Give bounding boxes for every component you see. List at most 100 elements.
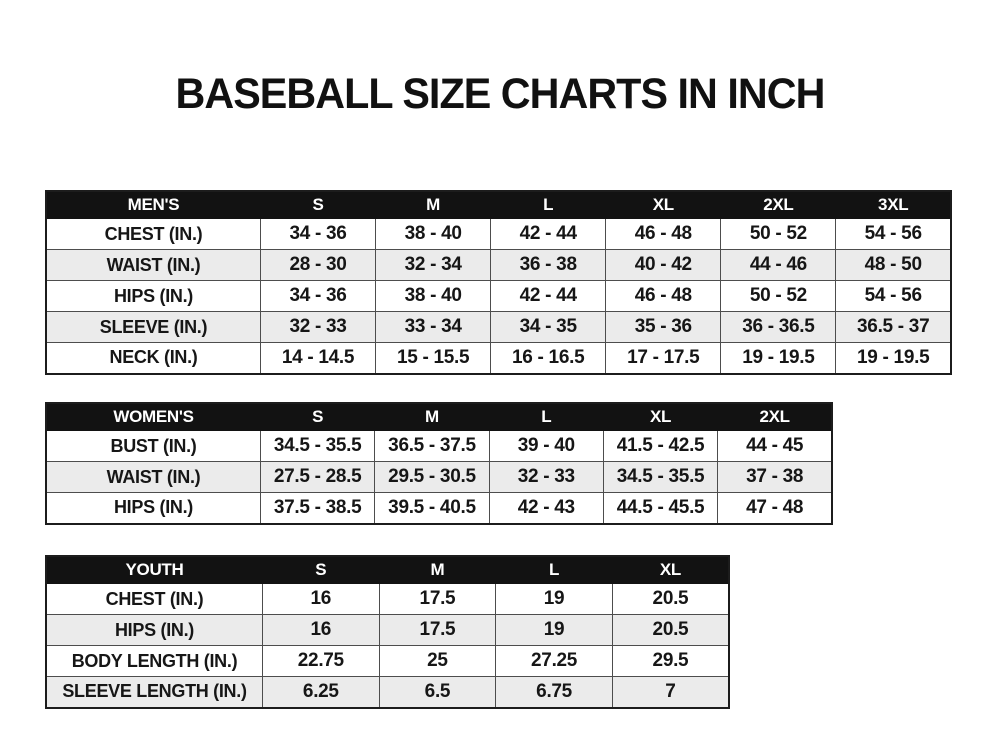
size-value: 42 - 44	[490, 218, 607, 250]
size-value: 48 - 50	[835, 249, 952, 281]
womens-column-header: M	[374, 402, 490, 431]
size-value: 46 - 48	[605, 280, 722, 312]
size-value: 29.5 - 30.5	[374, 461, 490, 493]
size-value: 40 - 42	[605, 249, 722, 281]
size-value: 27.5 - 28.5	[259, 461, 376, 493]
womens-column-header: XL	[602, 402, 719, 431]
mens-column-header: L	[490, 190, 607, 219]
size-value: 20.5	[611, 614, 730, 646]
size-value: 38 - 40	[375, 218, 492, 250]
size-value: 36.5 - 37.5	[374, 430, 490, 462]
youth-header-row: YOUTH S M L XL	[45, 555, 730, 584]
womens-table-title: WOMEN'S	[45, 402, 261, 431]
size-value: 27.25	[495, 645, 613, 677]
youth-table-row: HIPS (IN.) 16 17.5 19 20.5	[45, 614, 730, 646]
size-value: 44 - 45	[717, 430, 833, 462]
page-title: BASEBALL SIZE CHARTS IN INCH	[175, 70, 826, 118]
size-value: 35 - 36	[605, 311, 722, 343]
womens-column-header: S	[259, 402, 376, 431]
womens-table-row: BUST (IN.) 34.5 - 35.5 36.5 - 37.5 39 - 40 4…	[45, 430, 833, 462]
size-value: 16	[262, 614, 380, 646]
row-label: SLEEVE (IN.)	[45, 311, 261, 343]
size-value: 6.5	[378, 676, 497, 708]
youth-column-header: S	[262, 555, 380, 584]
row-label: BODY LENGTH (IN.)	[45, 645, 263, 677]
womens-header-row: WOMEN'S S M L XL 2XL	[45, 402, 833, 431]
mens-table-row: SLEEVE (IN.) 32 - 33 33 - 34 34 - 35 35 - 36…	[45, 311, 952, 343]
size-value: 34 - 36	[259, 218, 377, 250]
womens-column-header: 2XL	[717, 402, 833, 431]
size-value: 42 - 43	[488, 492, 604, 524]
size-value: 36 - 36.5	[720, 311, 837, 343]
size-value: 6.75	[495, 676, 613, 708]
size-value: 6.25	[262, 676, 380, 708]
youth-column-header: XL	[611, 555, 730, 584]
youth-column-header: M	[378, 555, 497, 584]
row-label: CHEST (IN.)	[45, 218, 261, 250]
size-value: 39.5 - 40.5	[374, 492, 490, 524]
size-value: 34.5 - 35.5	[259, 430, 376, 462]
row-label: CHEST (IN.)	[45, 583, 263, 615]
size-value: 36 - 38	[490, 249, 607, 281]
row-label: HIPS (IN.)	[45, 492, 261, 524]
youth-table-title: YOUTH	[45, 555, 263, 584]
size-value: 19	[495, 614, 613, 646]
size-value: 37 - 38	[717, 461, 833, 493]
size-value: 47 - 48	[717, 492, 833, 524]
size-value: 44.5 - 45.5	[602, 492, 719, 524]
row-label: WAIST (IN.)	[45, 249, 261, 281]
mens-table-title: MEN'S	[45, 190, 261, 219]
youth-table-row: CHEST (IN.) 16 17.5 19 20.5	[45, 583, 730, 615]
size-value: 17 - 17.5	[605, 342, 722, 374]
size-value: 44 - 46	[720, 249, 837, 281]
size-value: 16 - 16.5	[490, 342, 607, 374]
size-value: 54 - 56	[835, 280, 952, 312]
size-value: 32 - 33	[488, 461, 604, 493]
womens-table-row: WAIST (IN.) 27.5 - 28.5 29.5 - 30.5 32 - 33…	[45, 461, 833, 493]
mens-table-row: CHEST (IN.) 34 - 36 38 - 40 42 - 44 46 - 48 5…	[45, 218, 952, 250]
size-value: 34 - 36	[259, 280, 377, 312]
mens-table-row: HIPS (IN.) 34 - 36 38 - 40 42 - 44 46 - 48 50…	[45, 280, 952, 312]
size-value: 17.5	[378, 614, 497, 646]
size-value: 22.75	[262, 645, 380, 677]
row-label: HIPS (IN.)	[45, 280, 261, 312]
row-label: SLEEVE LENGTH (IN.)	[45, 676, 263, 708]
size-value: 7	[611, 676, 730, 708]
mens-column-header: 2XL	[720, 190, 837, 219]
size-value: 28 - 30	[259, 249, 377, 281]
mens-column-header: 3XL	[835, 190, 952, 219]
youth-column-header: L	[495, 555, 613, 584]
mens-column-header: M	[375, 190, 492, 219]
size-value: 32 - 33	[259, 311, 377, 343]
size-value: 19 - 19.5	[835, 342, 952, 374]
mens-size-table: MEN'S S M L XL 2XL 3XL CHEST (IN.) 34 - 36 38 - 4…	[45, 190, 952, 375]
youth-table-row: BODY LENGTH (IN.) 22.75 25 27.25 29.5	[45, 645, 730, 677]
row-label: WAIST (IN.)	[45, 461, 261, 493]
size-value: 19	[495, 583, 613, 615]
womens-column-header: L	[488, 402, 604, 431]
size-value: 50 - 52	[720, 218, 837, 250]
size-value: 16	[262, 583, 380, 615]
size-value: 41.5 - 42.5	[602, 430, 719, 462]
size-value: 37.5 - 38.5	[259, 492, 376, 524]
size-value: 17.5	[378, 583, 497, 615]
womens-size-table: WOMEN'S S M L XL 2XL BUST (IN.) 34.5 - 35.5 36.5…	[45, 402, 833, 525]
size-value: 15 - 15.5	[375, 342, 492, 374]
mens-table-row: NECK (IN.) 14 - 14.5 15 - 15.5 16 - 16.5 17 …	[45, 342, 952, 374]
size-value: 33 - 34	[375, 311, 492, 343]
row-label: NECK (IN.)	[45, 342, 261, 374]
size-value: 42 - 44	[490, 280, 607, 312]
mens-table-row: WAIST (IN.) 28 - 30 32 - 34 36 - 38 40 - 42 4…	[45, 249, 952, 281]
size-value: 46 - 48	[605, 218, 722, 250]
mens-header-row: MEN'S S M L XL 2XL 3XL	[45, 190, 952, 219]
size-value: 29.5	[611, 645, 730, 677]
row-label: BUST (IN.)	[45, 430, 261, 462]
mens-column-header: XL	[605, 190, 722, 219]
size-value: 36.5 - 37	[835, 311, 952, 343]
size-value: 19 - 19.5	[720, 342, 837, 374]
size-value: 20.5	[611, 583, 730, 615]
size-value: 38 - 40	[375, 280, 492, 312]
mens-column-header: S	[259, 190, 377, 219]
youth-table-row: SLEEVE LENGTH (IN.) 6.25 6.5 6.75 7	[45, 676, 730, 708]
